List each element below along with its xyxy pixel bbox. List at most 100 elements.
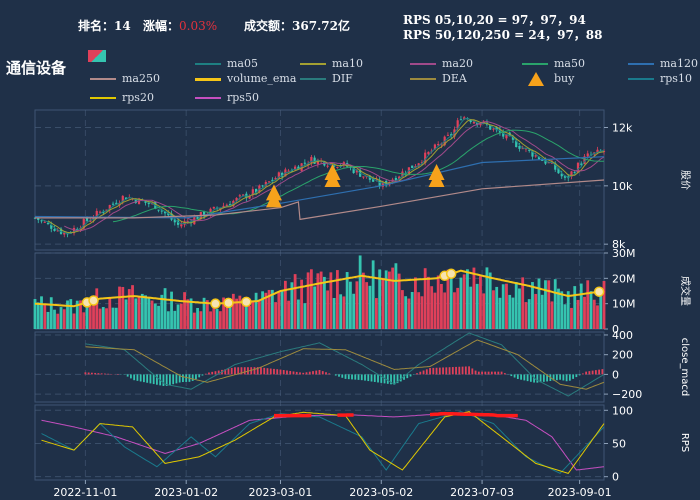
candle-body [46, 222, 50, 224]
volume-bar [479, 276, 482, 329]
macd-bar [403, 374, 405, 380]
tick-label-y: 30M [612, 247, 636, 260]
macd-bar [104, 373, 106, 375]
volume-bar [40, 296, 43, 329]
volume-bar [573, 286, 577, 329]
volume-bar [560, 291, 564, 329]
macd-bar [503, 373, 506, 375]
macd-bar [364, 374, 366, 381]
volume-bar [430, 286, 434, 329]
candle-body [241, 194, 245, 196]
tick-label-y: 400 [612, 329, 633, 342]
legend-label: volume_ema [227, 72, 297, 85]
volume-bar [300, 279, 304, 329]
macd-bar [156, 374, 158, 385]
tick-label-x: 2023-03-01 [249, 486, 313, 499]
macd-bar [289, 370, 292, 375]
macd-bar [497, 371, 500, 375]
volume-highlight-dot [88, 295, 99, 306]
macd-histogram [84, 366, 604, 387]
volume-highlight-dot [223, 297, 234, 309]
volume-bar [303, 303, 307, 329]
volume-bar [166, 311, 170, 329]
macd-bar [409, 374, 412, 377]
candle-body [115, 202, 118, 205]
macd-bar [133, 374, 136, 381]
volume-bar [196, 307, 199, 329]
candle-body [515, 140, 518, 148]
macd-bar [139, 374, 142, 382]
legend-item-ma120: ma120 [628, 57, 698, 70]
volume-bar [36, 302, 40, 329]
panel-frame-1 [34, 109, 605, 251]
macd-bar [253, 367, 256, 375]
macd-bar [107, 373, 110, 375]
volume-bar [95, 288, 99, 329]
macd-bar [234, 367, 236, 375]
volume-bar [540, 294, 544, 329]
macd-bar [282, 370, 285, 375]
candle-body [118, 202, 121, 206]
volume-bar [43, 303, 47, 329]
volume-bar [173, 310, 177, 329]
macd-bar [370, 374, 373, 382]
macd-bar [516, 374, 519, 379]
macd-bar [256, 367, 259, 375]
candle-body [573, 172, 576, 174]
candle-body [518, 145, 521, 149]
tick-label-y: 10k [612, 180, 633, 193]
volume-bar [381, 277, 385, 329]
macd-bar [130, 374, 132, 379]
legend-swatch [300, 78, 326, 80]
volume-bar [524, 302, 528, 329]
tick-label-y: 0 [612, 323, 619, 336]
volume-bar [244, 305, 248, 329]
volume-bar [121, 286, 125, 329]
volume-bar [309, 269, 313, 329]
volume-bar [348, 281, 352, 329]
candle-body [433, 144, 437, 150]
candle-body [378, 179, 381, 187]
sector-title: 通信设备 [6, 59, 67, 77]
volume-bar [414, 277, 417, 329]
change: 涨幅：0.03% [143, 17, 217, 34]
volume-bar [176, 304, 180, 329]
macd-bar [286, 370, 288, 375]
macd-bar [526, 374, 529, 382]
macd-bar [312, 371, 314, 375]
macd-bar [198, 374, 201, 378]
volume-bar [131, 285, 134, 329]
volume-bar [283, 280, 287, 329]
legend-label: rps50 [227, 91, 259, 104]
volume-bar [335, 270, 339, 329]
macd-bar [305, 372, 308, 375]
rank-value: 14 [114, 19, 131, 33]
rps50-line [41, 413, 605, 471]
macd-bar [263, 367, 266, 375]
legend-item-rps50: rps50 [195, 91, 259, 104]
candle-body [502, 131, 505, 137]
macd-bar [178, 374, 181, 383]
macd-bar [146, 374, 149, 383]
tick-label-y: 50 [612, 437, 626, 450]
macd-bar [513, 374, 516, 378]
candle-body [531, 151, 534, 157]
volume-bar [388, 271, 391, 329]
volume-bar [218, 311, 222, 329]
volume-bar [270, 289, 274, 329]
macd-bar [474, 370, 477, 375]
volume-bar [212, 303, 216, 329]
candle-body [40, 220, 43, 222]
candle-body [336, 166, 339, 168]
candle-body [586, 153, 589, 157]
volume-bar [492, 290, 495, 329]
macd-bar [373, 374, 376, 382]
candle-body [355, 169, 358, 173]
macd-bar [360, 374, 363, 381]
candle-body [495, 127, 498, 131]
volume-bar [69, 299, 73, 329]
tick-label-x: 2022-11-01 [53, 486, 117, 499]
volume-bar [368, 285, 372, 329]
tick-label-x: 2023-01-02 [154, 486, 218, 499]
candle-body [95, 210, 98, 217]
